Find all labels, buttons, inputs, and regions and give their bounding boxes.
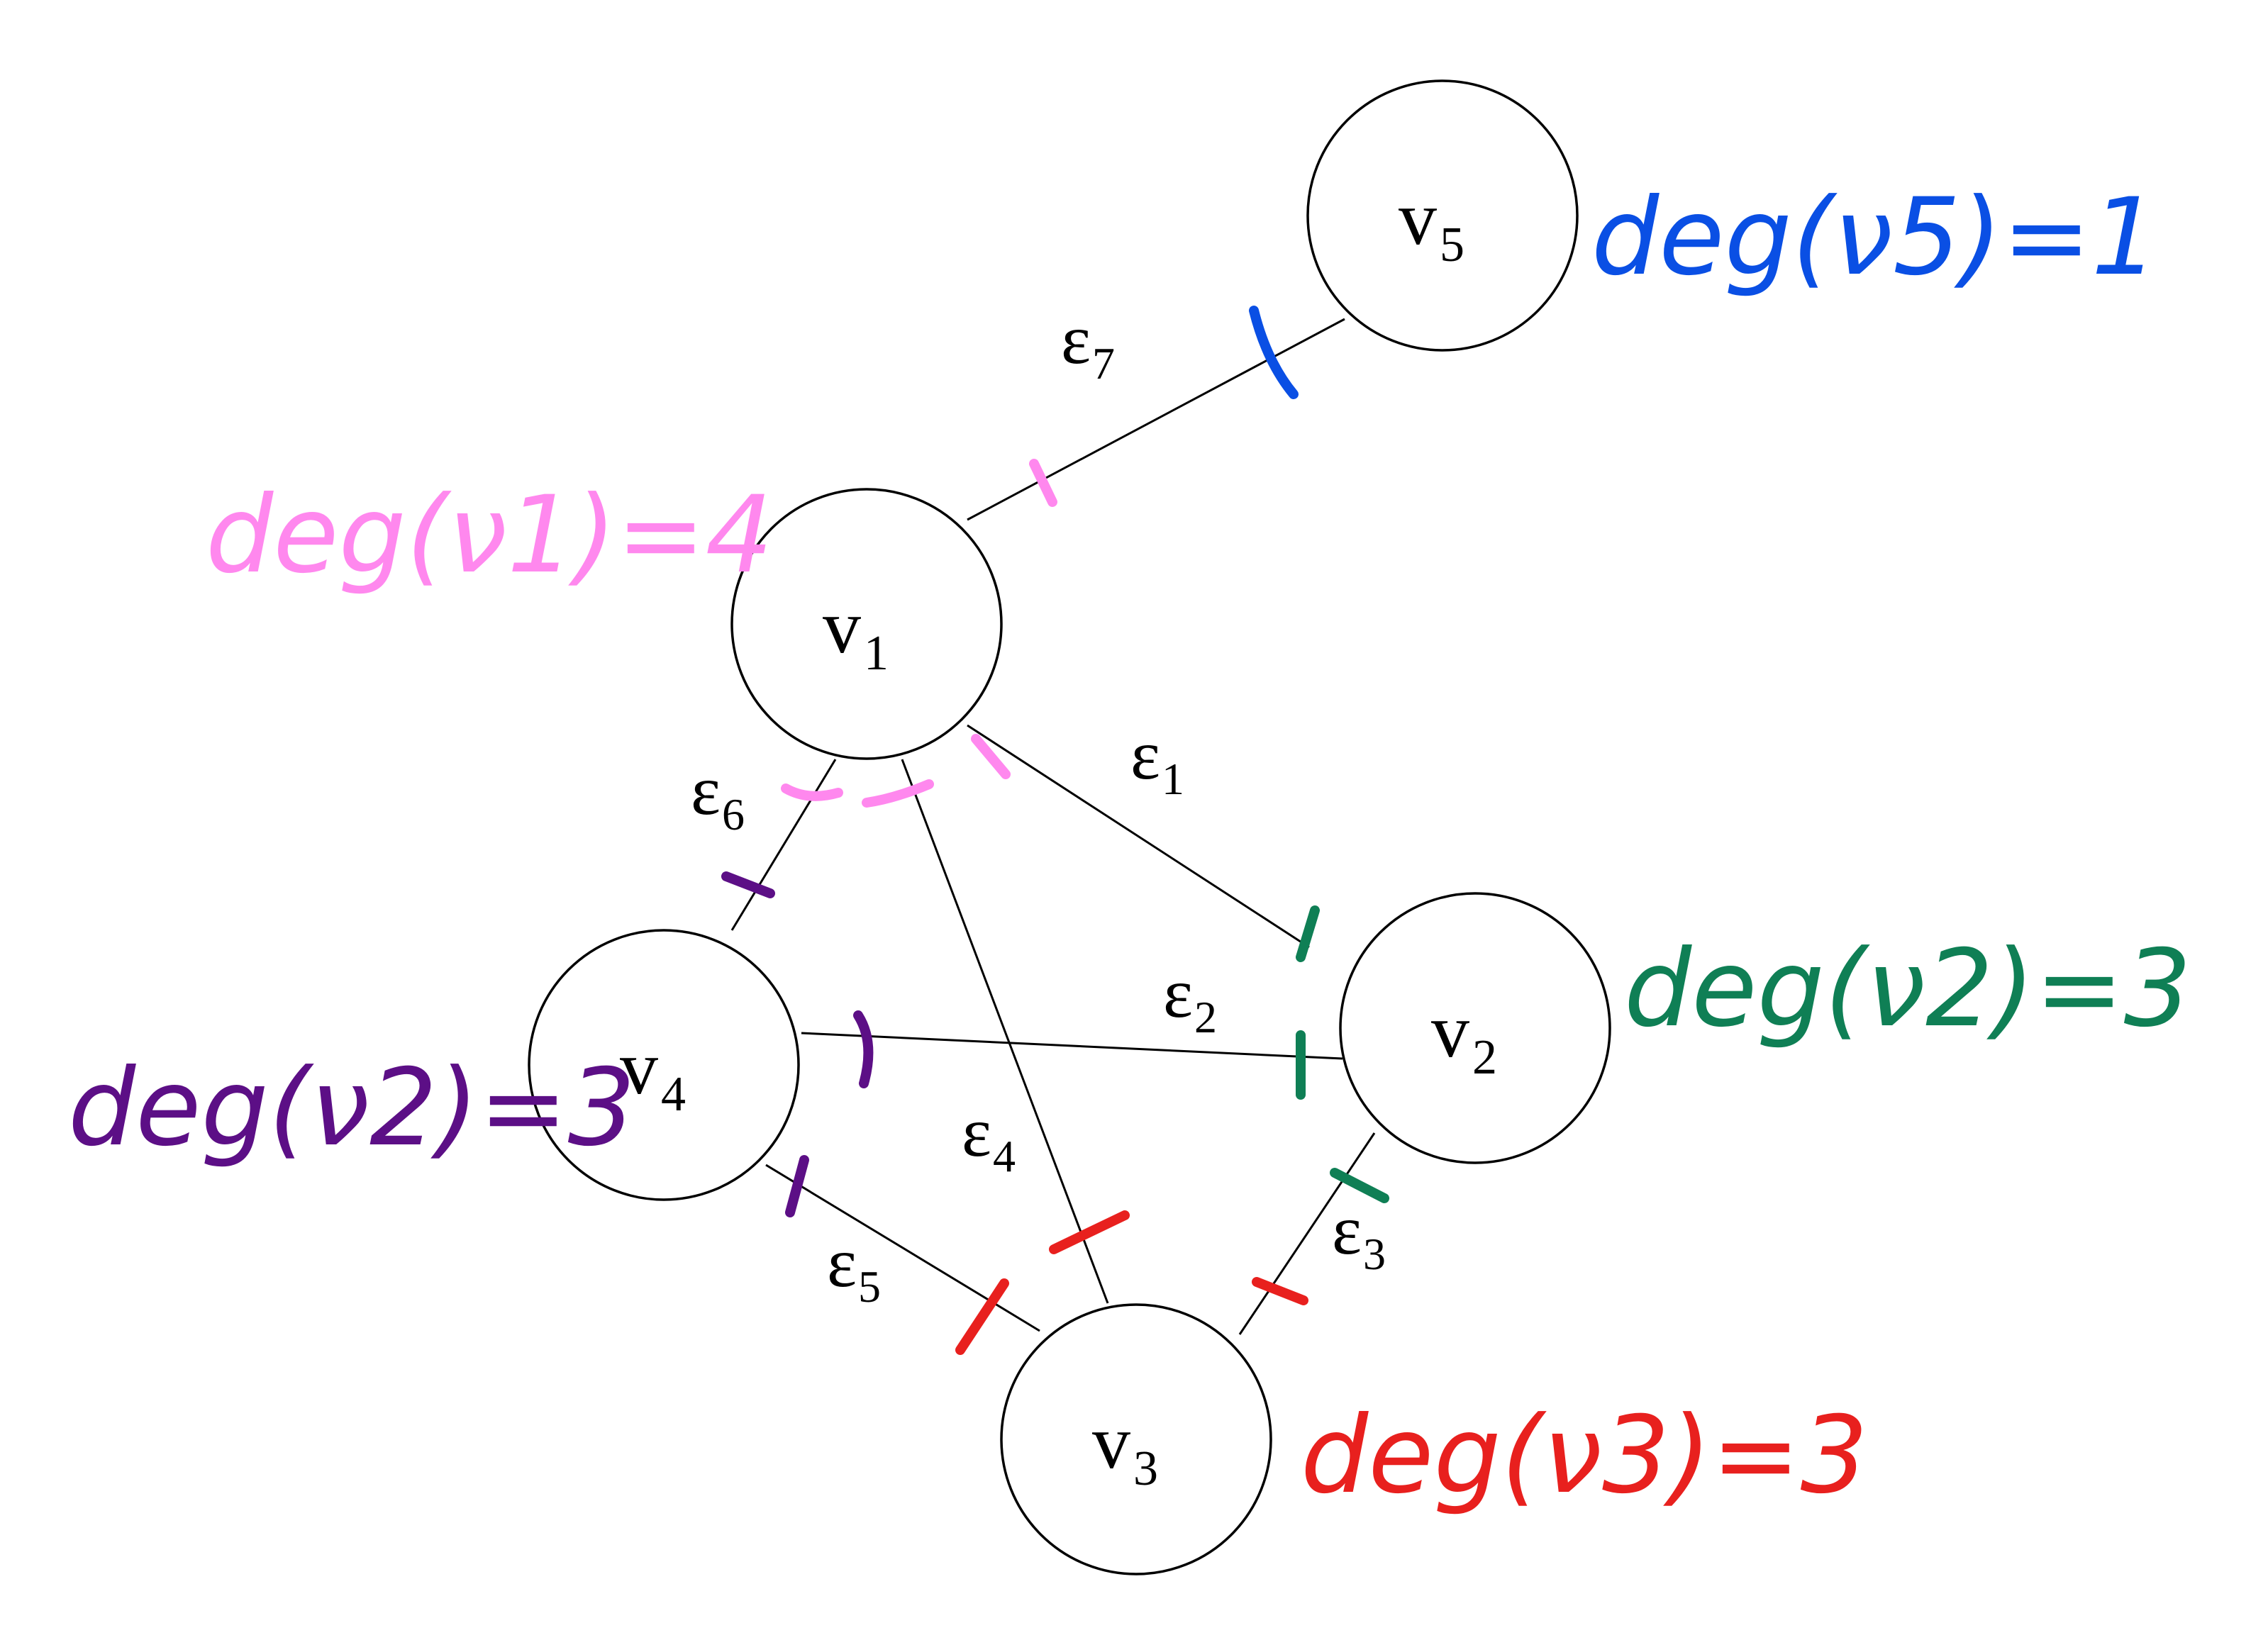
edge-label-e7: ε7 (1061, 300, 1115, 389)
node-v3: v3 (1000, 1303, 1272, 1575)
degree-annotation-v4: deg(ν2)=3 (68, 1047, 635, 1170)
node-circle (1306, 79, 1579, 352)
edge-e6 (730, 759, 837, 931)
degree-tick-v1-e1 (971, 734, 1011, 779)
edge-e7 (967, 318, 1345, 521)
edge-e2 (801, 1032, 1343, 1060)
degree-annotation-v3: deg(ν3)=3 (1301, 1394, 1868, 1517)
degree-tick-v3-e4 (1049, 1210, 1130, 1254)
node-label: v4 (620, 1026, 686, 1122)
degree-annotation-v1: deg(ν1)=4 (206, 474, 773, 597)
edge-label-e4: ε4 (962, 1093, 1016, 1181)
node-circle (730, 488, 1003, 760)
tick-marks-v3 (955, 1210, 1308, 1355)
degree-annotation-v2: deg(ν2)=3 (1624, 927, 2191, 1051)
edge-label-e2: ε2 (1163, 954, 1217, 1042)
tick-marks-v1 (781, 459, 1057, 808)
edge-e5 (765, 1164, 1040, 1332)
edge-e4 (901, 759, 1109, 1304)
degree-tick-v5-e7 (1249, 306, 1299, 399)
degree-tick-v2-e3 (1330, 1168, 1389, 1203)
node-v4: v4 (528, 929, 800, 1201)
node-label: v1 (823, 585, 889, 681)
degree-tick-v4-e6 (721, 871, 775, 898)
degree-annotation-v5: deg(ν5)=1 (1591, 176, 2159, 299)
degree-tick-v4-e5 (785, 1155, 809, 1217)
degree-tick-v1-e4 (862, 779, 934, 808)
node-label: v2 (1431, 989, 1497, 1085)
node-v1: v1 (730, 488, 1003, 760)
edges (730, 318, 1376, 1335)
degree-tick-v3-e5 (955, 1278, 1009, 1355)
tick-marks-v4 (721, 871, 874, 1217)
node-circle (1000, 1303, 1272, 1575)
edge-label-e1: ε1 (1130, 715, 1184, 804)
degree-tick-v3-e3 (1252, 1277, 1308, 1305)
node-label: v5 (1399, 177, 1464, 272)
degree-tick-v1-e7 (1029, 459, 1057, 507)
edge-e1 (967, 724, 1310, 949)
edge-label-e6: ε6 (691, 751, 745, 839)
tick-marks-v5 (1249, 306, 1299, 399)
node-label: v3 (1092, 1400, 1158, 1496)
node-v5: v5 (1306, 79, 1579, 352)
degree-tick-v2-e1 (1296, 905, 1320, 962)
node-v2: v2 (1339, 892, 1611, 1164)
edge-e3 (1238, 1132, 1376, 1335)
tick-marks-v2 (1296, 905, 1389, 1203)
node-circle (528, 929, 800, 1201)
edge-label-e3: ε3 (1332, 1190, 1386, 1279)
node-circle (1339, 892, 1611, 1164)
edge-label-e5: ε5 (827, 1223, 881, 1312)
degree-tick-v4-e2 (853, 1010, 874, 1088)
degree-tick-v1-e6 (781, 783, 843, 801)
